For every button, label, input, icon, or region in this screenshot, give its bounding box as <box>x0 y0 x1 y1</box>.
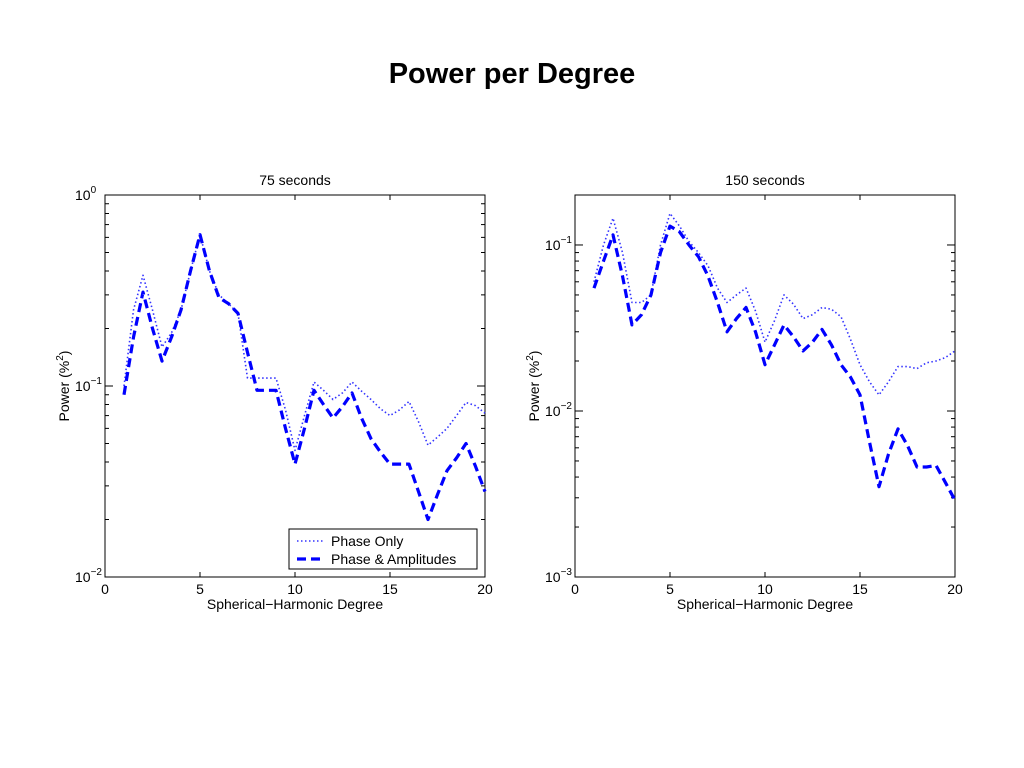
series-line-phase-amplitudes <box>592 224 957 501</box>
y-tick-label: 10−2 <box>545 401 572 419</box>
y-axis-label: Power (%2) <box>525 351 542 422</box>
chart-title: 75 seconds <box>259 172 331 188</box>
legend-label: Phase & Amplitudes <box>331 551 456 567</box>
x-tick-label: 5 <box>666 581 674 597</box>
x-tick-label: 15 <box>382 581 398 597</box>
y-axis-label: Power (%2) <box>55 351 72 422</box>
plot-frame <box>574 194 956 578</box>
x-tick-label: 0 <box>571 581 579 597</box>
y-tick-label: 10−1 <box>545 235 572 253</box>
series-line-phase-amplitudes <box>122 233 487 522</box>
legend-box <box>288 528 478 570</box>
x-tick-label: 10 <box>757 581 773 597</box>
x-axis-label: Spherical−Harmonic Degree <box>207 596 383 612</box>
page-title: Power per Degree <box>388 58 636 90</box>
y-tick-label: 10−2 <box>75 567 102 585</box>
x-tick-label: 5 <box>196 581 204 597</box>
chart-panel-1: 0 5 10 15 20 10−2 10−1 100 75 seconds Spherical−H… <box>55 172 493 612</box>
x-tick-label: 10 <box>287 581 303 597</box>
chart-title: 150 seconds <box>725 172 804 188</box>
y-tick-label: 100 <box>75 185 97 203</box>
x-tick-label: 20 <box>947 581 963 597</box>
legend-label: Phase Only <box>331 533 403 549</box>
x-tick-label: 0 <box>101 581 109 597</box>
y-tick-label: 10−3 <box>545 567 572 585</box>
chart-panel-2: 0 5 10 15 20 10−3 10−2 10−1 150 seconds Spherical… <box>525 172 963 612</box>
x-axis-label: Spherical−Harmonic Degree <box>677 596 853 612</box>
legend: Phase Only Phase & Amplitudes <box>288 528 478 570</box>
series-line-phase-only <box>593 212 956 396</box>
x-tick-label: 15 <box>852 581 868 597</box>
y-tick-label: 10−1 <box>75 376 102 394</box>
x-tick-label: 20 <box>477 581 493 597</box>
series-line-phase-only <box>123 233 486 452</box>
